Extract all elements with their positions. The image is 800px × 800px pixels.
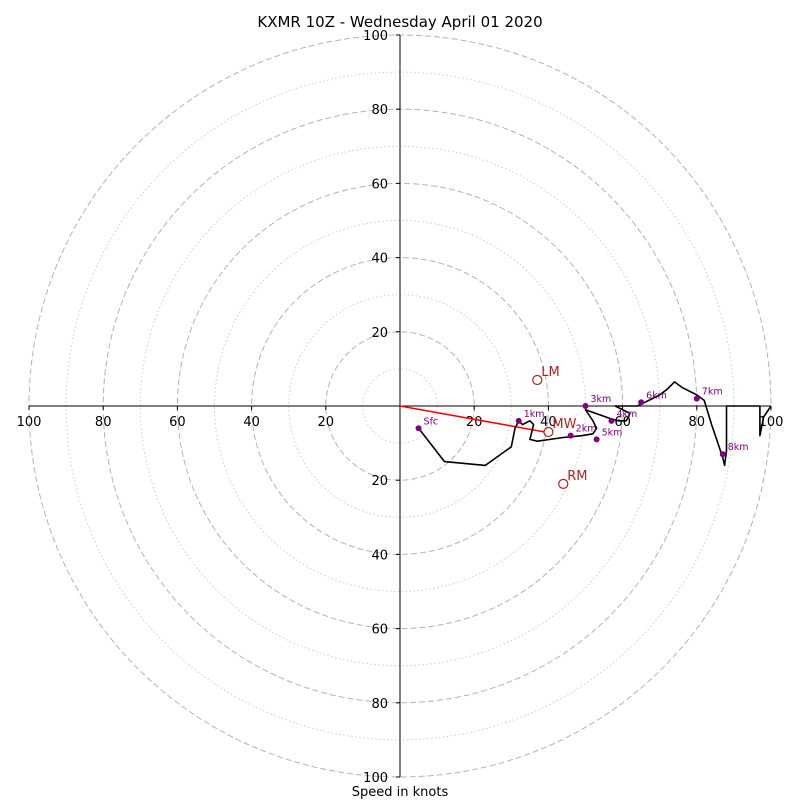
y-tick-label: 80: [371, 103, 388, 118]
height-marker-label: 5km: [602, 427, 623, 438]
x-tick-label: 20: [466, 415, 483, 430]
height-marker: [415, 425, 422, 432]
y-tick-label: 20: [371, 474, 388, 489]
y-tick-label: 80: [371, 697, 388, 712]
y-tick-label: 100: [363, 771, 388, 786]
height-marker: [608, 417, 615, 424]
x-tick-label: 100: [17, 415, 42, 430]
height-marker-label: 1km: [524, 409, 545, 420]
storm-motion-label: LM: [541, 365, 559, 380]
height-marker-label: 4km: [616, 409, 637, 420]
storm-motion-label: RM: [567, 469, 587, 484]
height-marker-label: 3km: [591, 394, 612, 405]
height-marker-label: 7km: [702, 387, 723, 398]
height-marker: [567, 432, 574, 439]
height-marker-label: 8km: [728, 442, 749, 453]
y-tick-label: 40: [371, 548, 388, 563]
y-tick-label: 40: [371, 252, 388, 267]
height-marker-label: 2km: [576, 424, 597, 435]
x-tick-label: 40: [243, 415, 260, 430]
storm-motion-markers: LM MW RM: [532, 365, 587, 490]
storm-motion-marker: [532, 374, 543, 386]
height-marker: [593, 436, 600, 443]
chart-title: KXMR 10Z - Wednesday April 01 2020: [257, 13, 542, 31]
y-tick-label: 60: [371, 177, 388, 192]
x-tick-label: 60: [169, 415, 186, 430]
x-axis-label: Speed in knots: [352, 785, 449, 800]
height-marker: [693, 395, 700, 402]
x-tick-label: 80: [95, 415, 112, 430]
height-marker-label: 6km: [646, 390, 667, 401]
height-marker: [515, 417, 522, 424]
y-tick-label: 20: [371, 326, 388, 341]
height-marker: [582, 403, 589, 409]
height-marker-label: Sfc: [424, 416, 439, 427]
storm-motion-marker: [558, 478, 569, 490]
storm-motion-marker: [543, 426, 554, 438]
height-marker: [719, 451, 726, 458]
hodograph-series: [399, 381, 772, 467]
y-tick-label: 100: [363, 29, 388, 44]
y-tick-label: 60: [371, 623, 388, 638]
x-tick-label: 100: [759, 415, 784, 430]
x-tick-label: 20: [318, 415, 335, 430]
height-markers: Sfc 1km 2km 3km 4km 5km 6km 7km 8km: [415, 387, 749, 458]
hodograph-line: [417, 381, 772, 467]
height-marker: [638, 399, 645, 406]
mean-wind-vector: [399, 405, 545, 433]
storm-motion-label: MW: [552, 417, 576, 432]
x-tick-label: 40: [540, 415, 557, 430]
x-tick-label: 80: [689, 415, 706, 430]
